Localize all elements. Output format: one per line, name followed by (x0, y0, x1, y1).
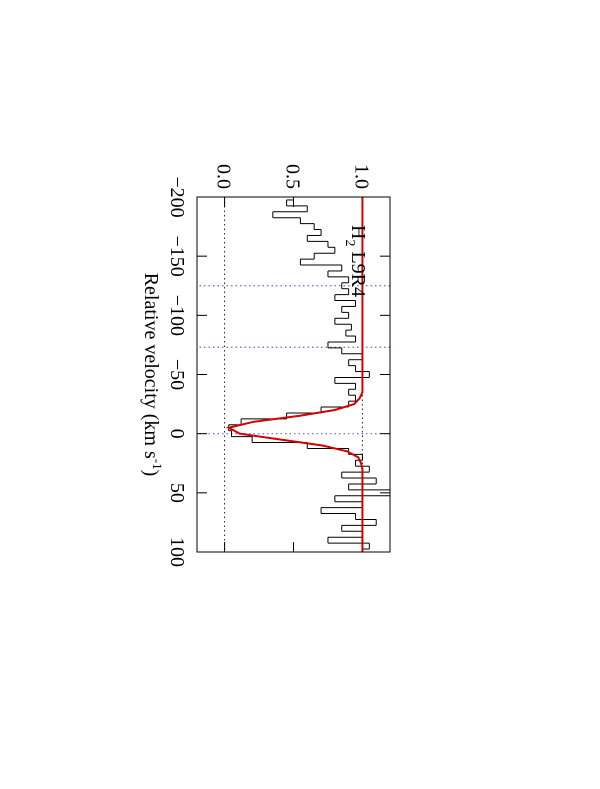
x-tick-label: 50 (166, 483, 188, 503)
y-tick-label: 0.0 (213, 164, 235, 189)
x-axis-label: Relative velocity (km s-1) (140, 273, 165, 477)
x-axis-label-sup: -1 (150, 459, 165, 470)
x-tick-label: 100 (166, 537, 188, 567)
annotation: H2 L9R4 (342, 225, 369, 297)
annotation-transition: L9R4 (347, 251, 369, 297)
x-tick-label: 0 (166, 429, 188, 439)
x-axis-label-close: ) (140, 470, 162, 477)
x-tick-label: −100 (166, 295, 188, 336)
y-tick-label: 1.0 (350, 164, 372, 189)
x-axis-label-text: Relative velocity (km s (140, 273, 162, 459)
plot-frame (196, 196, 391, 553)
annotation-subscript: 2 (342, 239, 357, 246)
y-tick-label: 0.5 (282, 164, 304, 189)
model-line (225, 197, 364, 552)
annotation-species: H (347, 225, 369, 239)
x-tick-label: −50 (166, 359, 188, 390)
x-tick-label: −200 (166, 176, 188, 217)
x-tick-label: −150 (166, 236, 188, 277)
plot-area: −200 −150 −100 −50 0 50 100 0.0 0.5 1.0 H2 L9R4 Rela… (140, 164, 391, 567)
